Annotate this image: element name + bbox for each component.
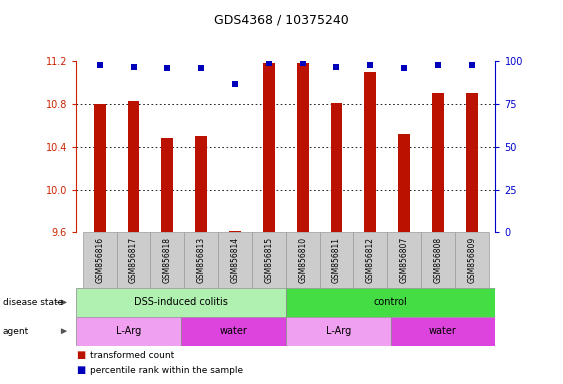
Bar: [398, 134, 410, 232]
Text: ■: ■: [76, 350, 85, 360]
Bar: [94, 104, 106, 232]
Bar: [252, 232, 286, 288]
Text: L-Arg: L-Arg: [116, 326, 141, 336]
Bar: [83, 232, 117, 288]
Point: [467, 62, 476, 68]
Text: percentile rank within the sample: percentile rank within the sample: [90, 366, 243, 375]
Text: GSM856817: GSM856817: [129, 237, 138, 283]
Bar: [297, 63, 309, 232]
Bar: [263, 63, 275, 232]
Bar: [76, 288, 286, 317]
Text: GSM856814: GSM856814: [230, 237, 239, 283]
Text: transformed count: transformed count: [90, 351, 175, 360]
Bar: [286, 288, 495, 317]
Text: control: control: [374, 297, 408, 308]
Bar: [455, 232, 489, 288]
Text: water: water: [429, 326, 457, 336]
Point: [95, 62, 104, 68]
Bar: [218, 232, 252, 288]
Point: [434, 62, 443, 68]
Bar: [320, 232, 354, 288]
Point: [230, 81, 239, 87]
Bar: [117, 232, 150, 288]
Bar: [286, 317, 391, 346]
Bar: [391, 317, 495, 346]
Point: [163, 65, 172, 71]
Point: [129, 63, 138, 70]
Point: [264, 60, 273, 66]
Point: [366, 62, 375, 68]
Point: [400, 65, 409, 71]
Bar: [432, 93, 444, 232]
Point: [332, 63, 341, 70]
Text: DSS-induced colitis: DSS-induced colitis: [134, 297, 228, 308]
Text: L-Arg: L-Arg: [325, 326, 351, 336]
Bar: [330, 103, 342, 232]
Text: GDS4368 / 10375240: GDS4368 / 10375240: [214, 13, 349, 26]
Text: GSM856811: GSM856811: [332, 237, 341, 283]
Text: GSM856818: GSM856818: [163, 237, 172, 283]
Text: agent: agent: [3, 327, 29, 336]
Bar: [128, 101, 140, 232]
Text: GSM856815: GSM856815: [264, 237, 273, 283]
Text: GSM856812: GSM856812: [366, 237, 375, 283]
Point: [196, 65, 205, 71]
Bar: [421, 232, 455, 288]
Bar: [150, 232, 184, 288]
Bar: [76, 317, 181, 346]
Text: GSM856813: GSM856813: [196, 237, 205, 283]
Bar: [466, 93, 477, 232]
Text: GSM856810: GSM856810: [298, 237, 307, 283]
Bar: [387, 232, 421, 288]
Bar: [195, 136, 207, 232]
Point: [298, 60, 307, 66]
Bar: [162, 138, 173, 232]
Bar: [184, 232, 218, 288]
Bar: [181, 317, 286, 346]
Text: GSM856816: GSM856816: [95, 237, 104, 283]
Text: water: water: [220, 326, 247, 336]
Text: ■: ■: [76, 366, 85, 376]
Text: disease state: disease state: [3, 298, 63, 307]
Bar: [364, 72, 376, 232]
Text: GSM856807: GSM856807: [400, 237, 409, 283]
Bar: [286, 232, 320, 288]
Bar: [354, 232, 387, 288]
Bar: [229, 231, 241, 232]
Text: GSM856808: GSM856808: [434, 237, 443, 283]
Text: GSM856809: GSM856809: [467, 237, 476, 283]
